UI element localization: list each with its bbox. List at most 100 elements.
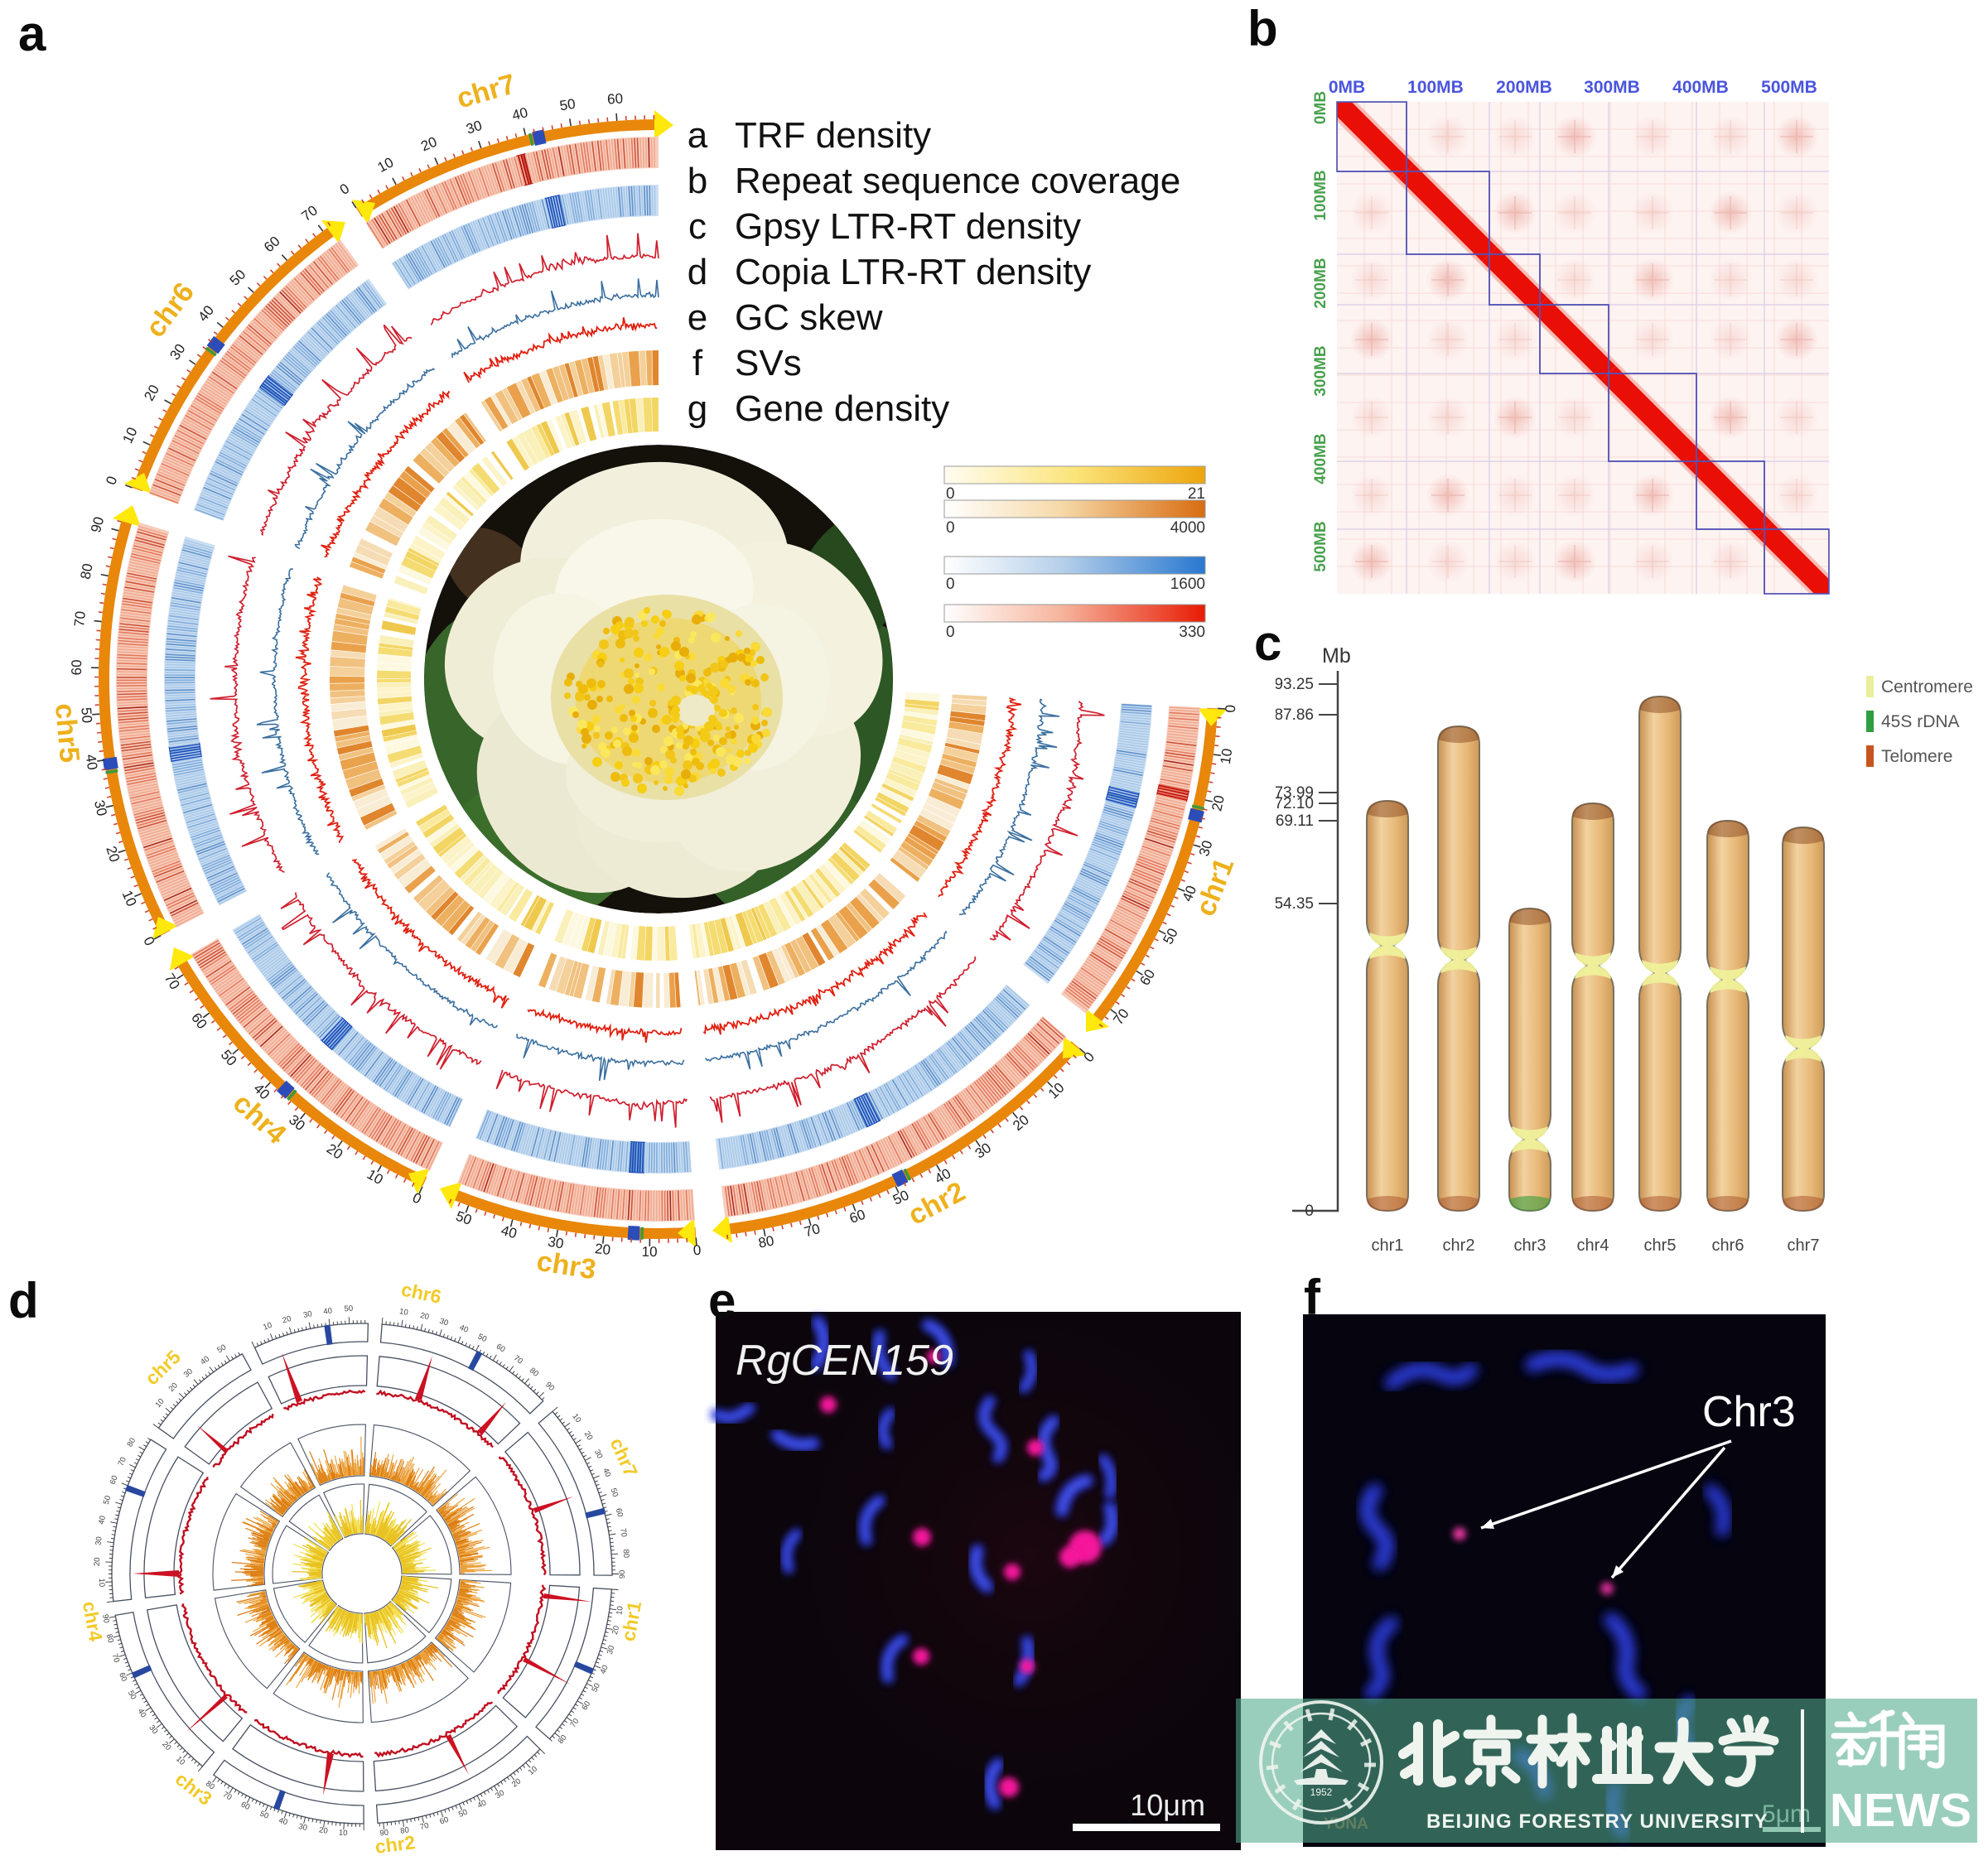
svg-text:20: 20	[1209, 794, 1228, 812]
svg-text:chr7: chr7	[1788, 1236, 1820, 1255]
svg-text:30: 30	[547, 1234, 565, 1252]
svg-text:10: 10	[262, 1321, 273, 1333]
svg-text:40: 40	[601, 1467, 612, 1478]
svg-text:30: 30	[1196, 839, 1216, 859]
svg-text:0: 0	[946, 576, 955, 593]
svg-text:0: 0	[692, 1242, 702, 1259]
svg-text:30: 30	[91, 798, 110, 817]
svg-text:30: 30	[606, 1645, 617, 1656]
svg-text:200MB: 200MB	[1312, 258, 1329, 308]
svg-text:0: 0	[337, 181, 352, 198]
svg-text:60: 60	[495, 1342, 507, 1354]
svg-text:60: 60	[614, 1507, 625, 1518]
svg-text:50: 50	[102, 1495, 113, 1506]
svg-text:10: 10	[615, 1606, 625, 1616]
svg-text:50: 50	[258, 1810, 270, 1821]
svg-text:chr3: chr3	[171, 1767, 216, 1809]
svg-text:80: 80	[104, 1633, 115, 1644]
svg-text:80: 80	[77, 562, 95, 581]
svg-text:0: 0	[103, 474, 120, 486]
svg-text:10: 10	[1218, 748, 1235, 765]
svg-text:40: 40	[97, 1515, 108, 1526]
svg-text:0: 0	[946, 519, 955, 537]
svg-text:chr6: chr6	[399, 1280, 443, 1308]
svg-text:80: 80	[757, 1232, 775, 1251]
svg-text:Centromere: Centromere	[1881, 677, 1973, 696]
svg-text:chr4: chr4	[79, 1599, 107, 1643]
svg-text:Mb: Mb	[1322, 644, 1351, 668]
svg-text:40: 40	[136, 1707, 148, 1719]
svg-text:20: 20	[510, 1776, 523, 1789]
svg-text:20: 20	[418, 133, 439, 154]
svg-text:40: 40	[199, 1354, 211, 1366]
svg-text:30: 30	[438, 1317, 449, 1328]
svg-text:10: 10	[153, 1397, 166, 1410]
svg-text:60: 60	[607, 90, 624, 107]
svg-text:10: 10	[119, 425, 140, 446]
svg-text:80: 80	[125, 1436, 138, 1448]
svg-text:60: 60	[239, 1800, 251, 1812]
svg-text:NEWS: NEWS	[1830, 1784, 1971, 1837]
svg-text:90: 90	[618, 1570, 627, 1579]
svg-text:1952: 1952	[1310, 1786, 1333, 1798]
svg-text:10μm: 10μm	[1130, 1788, 1205, 1822]
svg-text:10: 10	[339, 1829, 348, 1839]
svg-text:10: 10	[97, 1578, 106, 1587]
svg-text:0: 0	[946, 624, 955, 641]
svg-text:40: 40	[195, 302, 217, 325]
svg-text:0: 0	[140, 934, 157, 948]
svg-text:chr1: chr1	[1372, 1236, 1404, 1255]
svg-text:10: 10	[119, 888, 140, 909]
svg-text:60: 60	[188, 1010, 210, 1032]
svg-text:50: 50	[78, 707, 94, 724]
svg-text:10: 10	[364, 1166, 386, 1188]
svg-text:Telomere: Telomere	[1881, 747, 1952, 766]
svg-text:chr2: chr2	[1443, 1236, 1475, 1255]
svg-text:chr4: chr4	[1577, 1236, 1609, 1255]
svg-text:100MB: 100MB	[1312, 170, 1329, 220]
svg-text:70: 70	[71, 610, 89, 628]
svg-text:50: 50	[558, 96, 577, 114]
svg-text:300MB: 300MB	[1312, 345, 1329, 396]
svg-text:BEIJING FORESTRY UNIVERSITY: BEIJING FORESTRY UNIVERSITY	[1426, 1810, 1769, 1833]
svg-text:70: 70	[803, 1221, 822, 1240]
svg-text:40: 40	[510, 104, 529, 123]
svg-text:50: 50	[215, 1342, 228, 1355]
svg-text:0: 0	[410, 1189, 424, 1207]
svg-text:40: 40	[476, 1798, 488, 1810]
svg-text:20: 20	[1010, 1111, 1032, 1134]
svg-text:30: 30	[297, 1822, 308, 1833]
svg-text:60: 60	[580, 1699, 592, 1712]
svg-text:30: 30	[94, 1536, 104, 1546]
svg-text:chr6: chr6	[1712, 1236, 1744, 1255]
svg-text:50: 50	[457, 1808, 469, 1820]
svg-text:chr5: chr5	[49, 702, 85, 764]
svg-text:40: 40	[277, 1816, 288, 1828]
svg-text:20: 20	[93, 1557, 103, 1566]
svg-text:80: 80	[400, 1825, 410, 1836]
svg-text:54.35: 54.35	[1276, 895, 1314, 913]
svg-text:chr7: chr7	[453, 68, 519, 114]
svg-text:1600: 1600	[1170, 576, 1205, 593]
svg-text:500MB: 500MB	[1761, 78, 1817, 97]
svg-text:chr3: chr3	[1514, 1236, 1546, 1255]
svg-text:Chr3: Chr3	[1702, 1388, 1796, 1436]
svg-text:10: 10	[375, 154, 397, 176]
svg-text:60: 60	[438, 1815, 449, 1827]
svg-text:30: 30	[147, 1723, 159, 1736]
svg-text:40: 40	[83, 754, 100, 771]
svg-text:90: 90	[100, 1613, 111, 1623]
svg-text:72.10: 72.10	[1276, 795, 1314, 812]
svg-text:400MB: 400MB	[1312, 433, 1329, 484]
svg-text:69.11: 69.11	[1276, 812, 1314, 830]
svg-text:73.99: 73.99	[1276, 784, 1314, 802]
svg-text:20: 20	[324, 1140, 345, 1162]
svg-text:40: 40	[499, 1222, 519, 1241]
svg-text:60: 60	[117, 1671, 128, 1683]
svg-text:30: 30	[972, 1140, 994, 1161]
svg-text:30: 30	[592, 1448, 605, 1460]
svg-text:200MB: 200MB	[1496, 78, 1552, 97]
svg-text:30: 30	[182, 1366, 195, 1379]
svg-text:chr5: chr5	[141, 1346, 185, 1390]
svg-text:chr5: chr5	[1644, 1236, 1677, 1255]
